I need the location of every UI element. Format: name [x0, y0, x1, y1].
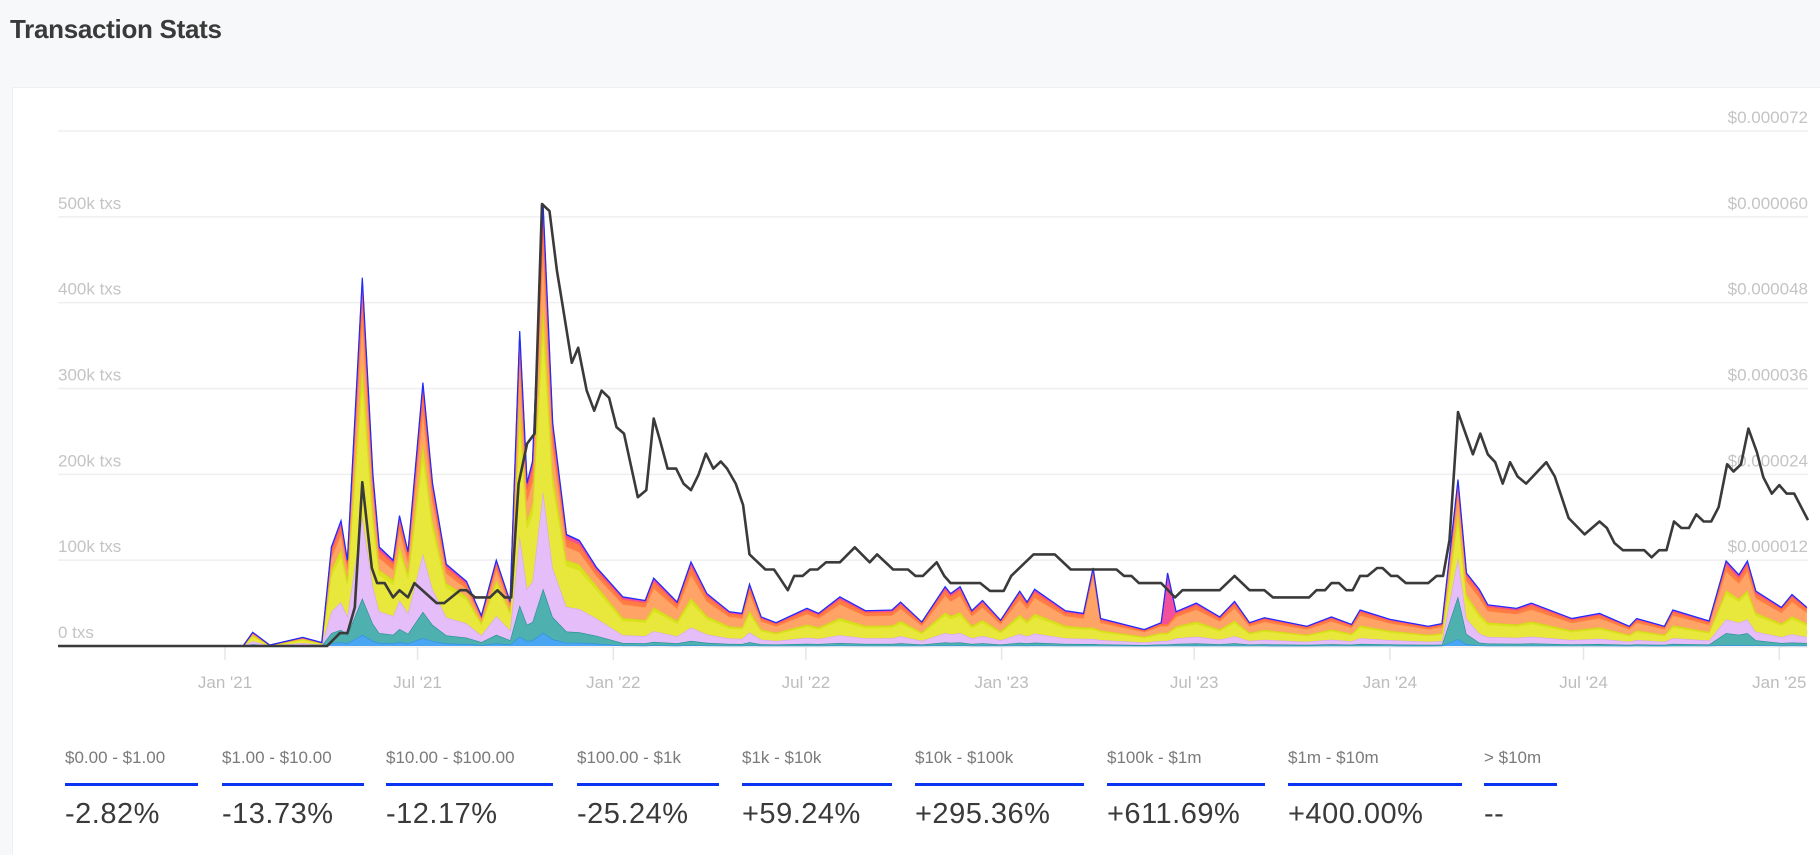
area-edge-series-3 [58, 327, 1808, 647]
left-axis-label: 200k txs [58, 451, 121, 470]
right-axis-label: $0.000072 [1728, 108, 1808, 127]
area-series-5 [58, 252, 1807, 646]
left-axis-label: 100k txs [58, 537, 121, 556]
legend-item-0-1[interactable]: $0.00 - $1.00 -2.82% [65, 748, 198, 831]
legend-item-10-100[interactable]: $10.00 - $100.00 -12.17% [386, 748, 553, 831]
right-axis-labels: $0.00$0.000012$0.000024$0.000036$0.00004… [1728, 108, 1808, 642]
legend-item-1k-10k[interactable]: $1k - $10k +59.24% [742, 748, 892, 831]
legend-item-100-1k[interactable]: $100.00 - $1k -25.24% [577, 748, 719, 831]
legend-label: $100.00 - $1k [577, 748, 681, 767]
legend-label: $10k - $100k [915, 748, 1014, 767]
legend-underline [222, 783, 364, 786]
x-tick-label: Jan '25 [1752, 673, 1806, 692]
x-tick-label: Jul '23 [1170, 673, 1219, 692]
legend-change: +59.24% [742, 798, 861, 830]
right-axis-label: $0.000060 [1728, 194, 1808, 213]
right-axis-label: $0.000012 [1728, 537, 1808, 556]
legend-underline [1484, 783, 1557, 786]
area-edge-series-7 [58, 208, 1808, 647]
right-axis-label: $0.000048 [1728, 280, 1808, 299]
chart-card [12, 87, 1820, 855]
legend-item-100k-1m[interactable]: $100k - $1m +611.69% [1107, 748, 1265, 831]
price-line [58, 202, 1810, 648]
legend-label: $100k - $1m [1107, 748, 1202, 767]
legend-underline [915, 783, 1084, 786]
page-title: Transaction Stats [10, 14, 222, 44]
transaction-stats-chart: $0.00$0.000012$0.000024$0.000036$0.00004… [58, 108, 1810, 692]
x-axis: Jan '21 Jul '21 Jan '22 Jul '22 Jan '23 Jul '… [58, 646, 1808, 692]
area-series-3 [58, 327, 1807, 646]
area-series-1 [58, 588, 1807, 646]
legend-underline [1288, 783, 1462, 786]
x-tick-label: Jan '23 [974, 673, 1028, 692]
area-series-8 [58, 203, 1807, 646]
left-axis-label: 500k txs [58, 194, 121, 213]
legend-label: $0.00 - $1.00 [65, 748, 166, 767]
legend-change: +400.00% [1288, 798, 1424, 830]
legend-change: +295.36% [915, 798, 1051, 830]
legend-label: > $10m [1484, 748, 1542, 767]
legend-item-10k-100k[interactable]: $10k - $100k +295.36% [915, 748, 1084, 831]
legend-underline [65, 783, 198, 786]
legend-item-1m-10m[interactable]: $1m - $10m +400.00% [1288, 748, 1462, 831]
legend-change: -13.73% [222, 798, 334, 830]
area-series-7 [58, 208, 1807, 646]
area-edge-series-6 [58, 221, 1808, 647]
legend-label: $1m - $10m [1288, 748, 1379, 767]
legend-underline [742, 783, 892, 786]
area-series-6 [58, 221, 1807, 646]
legend-underline [1107, 783, 1265, 786]
x-tick-label: Jul '21 [393, 673, 442, 692]
stacked-areas [58, 203, 1808, 647]
legend-change: +611.69% [1107, 798, 1241, 830]
left-axis-label: 400k txs [58, 280, 121, 299]
area-series-4 [58, 305, 1807, 646]
legend-item-over-10m[interactable]: > $10m -- [1484, 748, 1557, 831]
x-tick-label: Jul '24 [1559, 673, 1608, 692]
price-line-group [58, 202, 1810, 648]
x-tick-label: Jan '21 [198, 673, 252, 692]
legend-underline [386, 783, 553, 786]
legend-label: $1.00 - $10.00 [222, 748, 332, 767]
area-edge-series-4 [58, 305, 1808, 647]
legend-change: -- [1484, 798, 1505, 830]
area-edge-series-5 [58, 252, 1808, 647]
legend-label: $10.00 - $100.00 [386, 748, 515, 767]
left-axis-label: 300k txs [58, 366, 121, 385]
legend-item-1-10[interactable]: $1.00 - $10.00 -13.73% [222, 748, 364, 831]
area-series-2 [58, 491, 1807, 646]
left-axis-label: 0 txs [58, 623, 94, 642]
legend-label: $1k - $10k [742, 748, 822, 767]
x-tick-label: Jan '24 [1363, 673, 1417, 692]
legend-change: -25.24% [577, 798, 689, 830]
area-edge-series-8 [58, 203, 1808, 647]
legend-change: -12.17% [386, 798, 498, 830]
right-axis-label: $0.000036 [1728, 366, 1808, 385]
right-axis-label: $0.000024 [1728, 451, 1808, 470]
x-tick-label: Jan '22 [586, 673, 640, 692]
left-axis-labels: 0 txs 100k txs 200k txs 300k txs 400k txs 500… [58, 194, 121, 642]
x-tick-label: Jul '22 [782, 673, 831, 692]
legend-underline [577, 783, 719, 786]
gridlines [58, 130, 1808, 561]
legend-change: -2.82% [65, 798, 160, 830]
